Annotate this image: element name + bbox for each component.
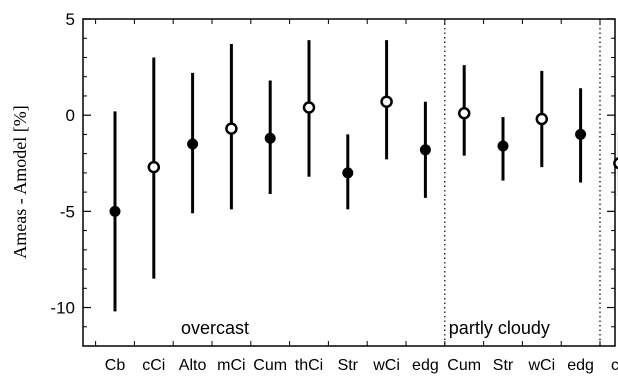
plot-frame bbox=[82, 18, 616, 347]
x-category-label: mCi bbox=[217, 357, 245, 374]
data-point-filled bbox=[187, 138, 199, 150]
group-label: partly cloudy bbox=[449, 318, 550, 338]
data-point-open bbox=[457, 107, 471, 120]
x-category-label: cCi bbox=[142, 357, 165, 374]
data-layer bbox=[109, 40, 618, 312]
data-point-filled bbox=[497, 140, 509, 152]
group-label: overcast bbox=[181, 318, 249, 338]
x-category-label: Cum bbox=[447, 357, 481, 374]
x-category-label: clr bbox=[611, 357, 618, 374]
x-category-label: wCi bbox=[527, 357, 555, 374]
group-layer: overcast partly cloudy bbox=[181, 19, 601, 346]
data-point-open bbox=[380, 95, 393, 108]
data-point-open bbox=[302, 101, 316, 114]
y-tick-label: -5 bbox=[60, 202, 75, 221]
x-category-label: edg bbox=[567, 357, 594, 374]
data-point-filled bbox=[342, 167, 354, 179]
data-point-filled bbox=[264, 132, 276, 144]
x-category-label: Cum bbox=[253, 357, 287, 374]
y-tick-label: 5 bbox=[66, 10, 75, 29]
data-point-open bbox=[535, 112, 549, 126]
x-category-label: edg bbox=[412, 357, 439, 374]
y-tick-label: -10 bbox=[50, 299, 75, 318]
x-category-label: Str bbox=[338, 357, 359, 374]
data-point-filled bbox=[575, 128, 587, 140]
data-point-filled bbox=[109, 205, 121, 217]
data-point-filled bbox=[419, 144, 431, 156]
x-category-label: Alto bbox=[179, 357, 207, 374]
x-category-label: Cb bbox=[105, 357, 126, 374]
x-category-label: thCi bbox=[295, 357, 323, 374]
data-point-open bbox=[225, 122, 238, 135]
data-point-open bbox=[613, 157, 618, 170]
x-category-label: wCi bbox=[372, 357, 400, 374]
y-axis-label: Ameas - Amodel [%] bbox=[10, 105, 30, 258]
x-category-label: Str bbox=[493, 357, 514, 374]
y-tick-label: 0 bbox=[66, 106, 75, 125]
data-point-open bbox=[147, 160, 161, 174]
